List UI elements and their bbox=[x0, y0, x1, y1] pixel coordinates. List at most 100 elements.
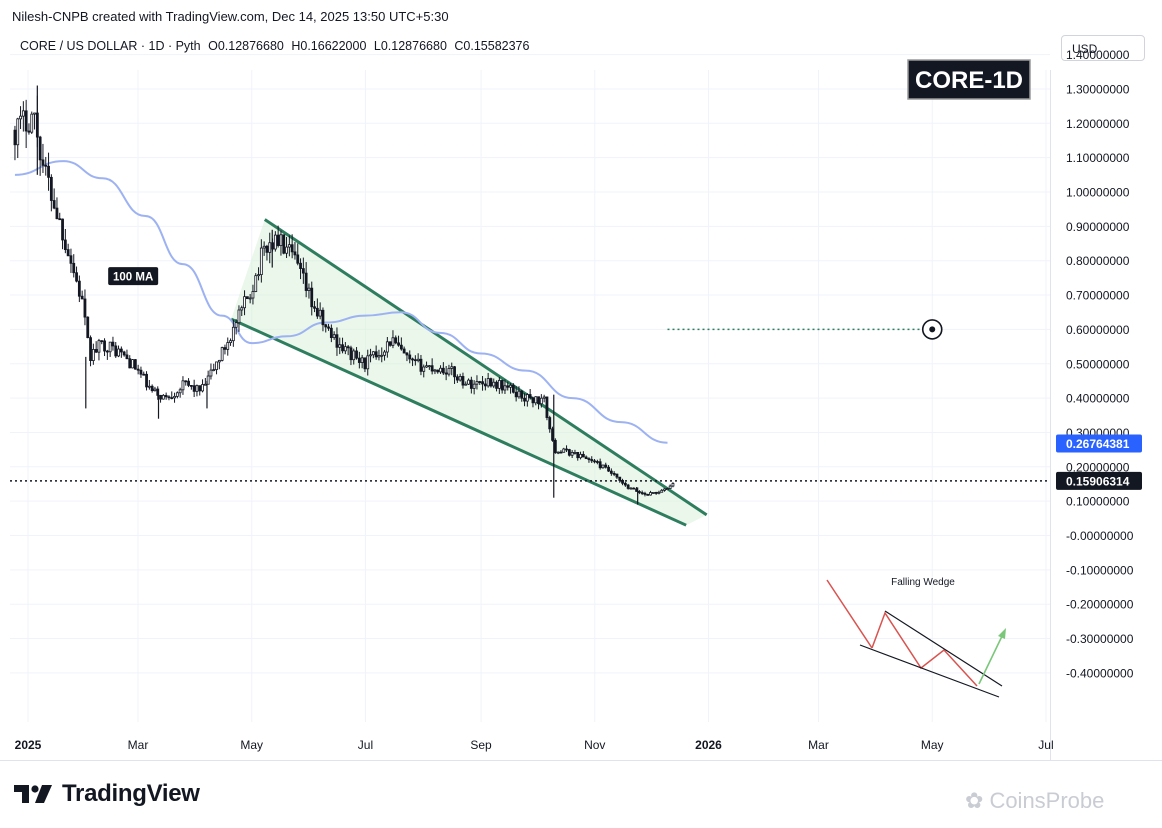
tradingview-logo-icon bbox=[14, 785, 52, 803]
candle-body bbox=[173, 395, 176, 399]
candle-body bbox=[419, 358, 423, 372]
candle-body bbox=[83, 298, 87, 318]
candle-body bbox=[153, 388, 157, 392]
candle-body bbox=[346, 346, 350, 349]
candle-body bbox=[315, 307, 319, 317]
candle-body bbox=[461, 376, 465, 386]
candle-body bbox=[181, 380, 185, 391]
chart-title: CORE-1D bbox=[915, 67, 1023, 94]
candle-body bbox=[273, 234, 277, 250]
candle-body bbox=[66, 249, 70, 257]
inset-breakout-line bbox=[978, 631, 1005, 685]
symbol-name[interactable]: CORE / US DOLLAR · 1D · Pyth bbox=[20, 39, 201, 53]
candle-body bbox=[472, 383, 476, 389]
candle-body bbox=[341, 344, 344, 352]
candle-body bbox=[338, 344, 342, 348]
candle-body bbox=[77, 280, 81, 297]
candle-body bbox=[579, 453, 582, 459]
candle-body bbox=[660, 489, 664, 493]
ma-label-box bbox=[108, 267, 159, 286]
candle-body bbox=[458, 376, 462, 381]
candle-body bbox=[380, 354, 384, 357]
candle-body bbox=[408, 354, 412, 360]
candle-body bbox=[413, 359, 417, 362]
candle-body bbox=[156, 388, 160, 396]
x-tick-label: 2026 bbox=[695, 738, 722, 752]
candle-body bbox=[548, 417, 552, 430]
y-tick-label: 1.30000000 bbox=[1066, 82, 1130, 96]
candle-body bbox=[486, 378, 490, 387]
candle-body bbox=[296, 254, 300, 264]
candle-body bbox=[324, 324, 328, 328]
candle-body bbox=[212, 369, 216, 371]
candle-body bbox=[128, 358, 132, 369]
candle-body bbox=[534, 396, 538, 404]
candle-body bbox=[374, 351, 378, 358]
candle-body bbox=[385, 341, 389, 353]
x-tick-label: May bbox=[240, 738, 263, 752]
candle-body bbox=[500, 380, 504, 391]
y-tick-label: -0.40000000 bbox=[1066, 666, 1134, 680]
candle-body bbox=[195, 385, 199, 392]
candle-body bbox=[304, 272, 308, 291]
candle-body bbox=[285, 246, 288, 254]
candle-body bbox=[425, 365, 428, 368]
candle-body bbox=[483, 383, 487, 387]
candle-body bbox=[511, 384, 515, 393]
candle-body bbox=[427, 365, 431, 368]
candle-body bbox=[357, 357, 361, 363]
candle-body bbox=[237, 309, 241, 324]
candle-body bbox=[517, 390, 521, 398]
candle-body bbox=[307, 287, 311, 291]
candle-body bbox=[327, 326, 330, 329]
candle-body bbox=[257, 274, 260, 277]
candle-body bbox=[542, 396, 546, 399]
x-tick-label: Sep bbox=[470, 738, 492, 752]
candle-body bbox=[352, 350, 356, 361]
candle-body bbox=[19, 115, 22, 120]
candle-body bbox=[632, 487, 636, 490]
candle-body bbox=[234, 322, 238, 328]
price-axis-divider bbox=[1050, 70, 1051, 760]
candle-body bbox=[136, 368, 140, 371]
currency-button[interactable]: USD bbox=[1061, 35, 1145, 61]
ohlc-open: O0.12876680 bbox=[208, 39, 284, 53]
candle-body bbox=[444, 372, 448, 375]
candle-body bbox=[388, 341, 392, 346]
candle-body bbox=[360, 357, 364, 363]
candle-body bbox=[369, 354, 372, 357]
candle-body bbox=[293, 251, 297, 256]
candle-body bbox=[469, 379, 473, 389]
watermark-icon: ✿ bbox=[965, 788, 984, 813]
candle-body bbox=[609, 470, 613, 474]
y-tick-label: -0.30000000 bbox=[1066, 632, 1134, 646]
candle-body bbox=[220, 347, 224, 361]
candle-body bbox=[21, 110, 25, 117]
candle-body bbox=[201, 384, 204, 392]
tradingview-logo[interactable]: TradingView bbox=[14, 780, 200, 808]
y-tick-label: -0.10000000 bbox=[1066, 563, 1134, 577]
candle-body bbox=[492, 381, 496, 387]
candle-body bbox=[450, 366, 454, 369]
candle-body bbox=[503, 385, 507, 391]
candle-body bbox=[520, 390, 524, 399]
x-tick-label: May bbox=[921, 738, 944, 752]
candle-body bbox=[509, 384, 512, 388]
candle-body bbox=[615, 473, 619, 478]
candle-body bbox=[531, 397, 535, 404]
candle-body bbox=[394, 337, 398, 344]
candle-body bbox=[332, 334, 336, 339]
y-tick-label: 0.20000000 bbox=[1066, 460, 1130, 474]
candle-body bbox=[478, 381, 482, 383]
candle-body bbox=[343, 346, 347, 352]
candle-body bbox=[251, 291, 255, 299]
candle-body bbox=[433, 369, 437, 372]
inset-zigzag bbox=[871, 611, 978, 687]
candle-body bbox=[475, 381, 479, 385]
y-tick-label: 0.60000000 bbox=[1066, 323, 1130, 337]
target-icon-dot bbox=[929, 326, 936, 333]
candle-body bbox=[259, 247, 263, 276]
candle-body bbox=[416, 358, 420, 362]
candle-body bbox=[313, 306, 316, 309]
